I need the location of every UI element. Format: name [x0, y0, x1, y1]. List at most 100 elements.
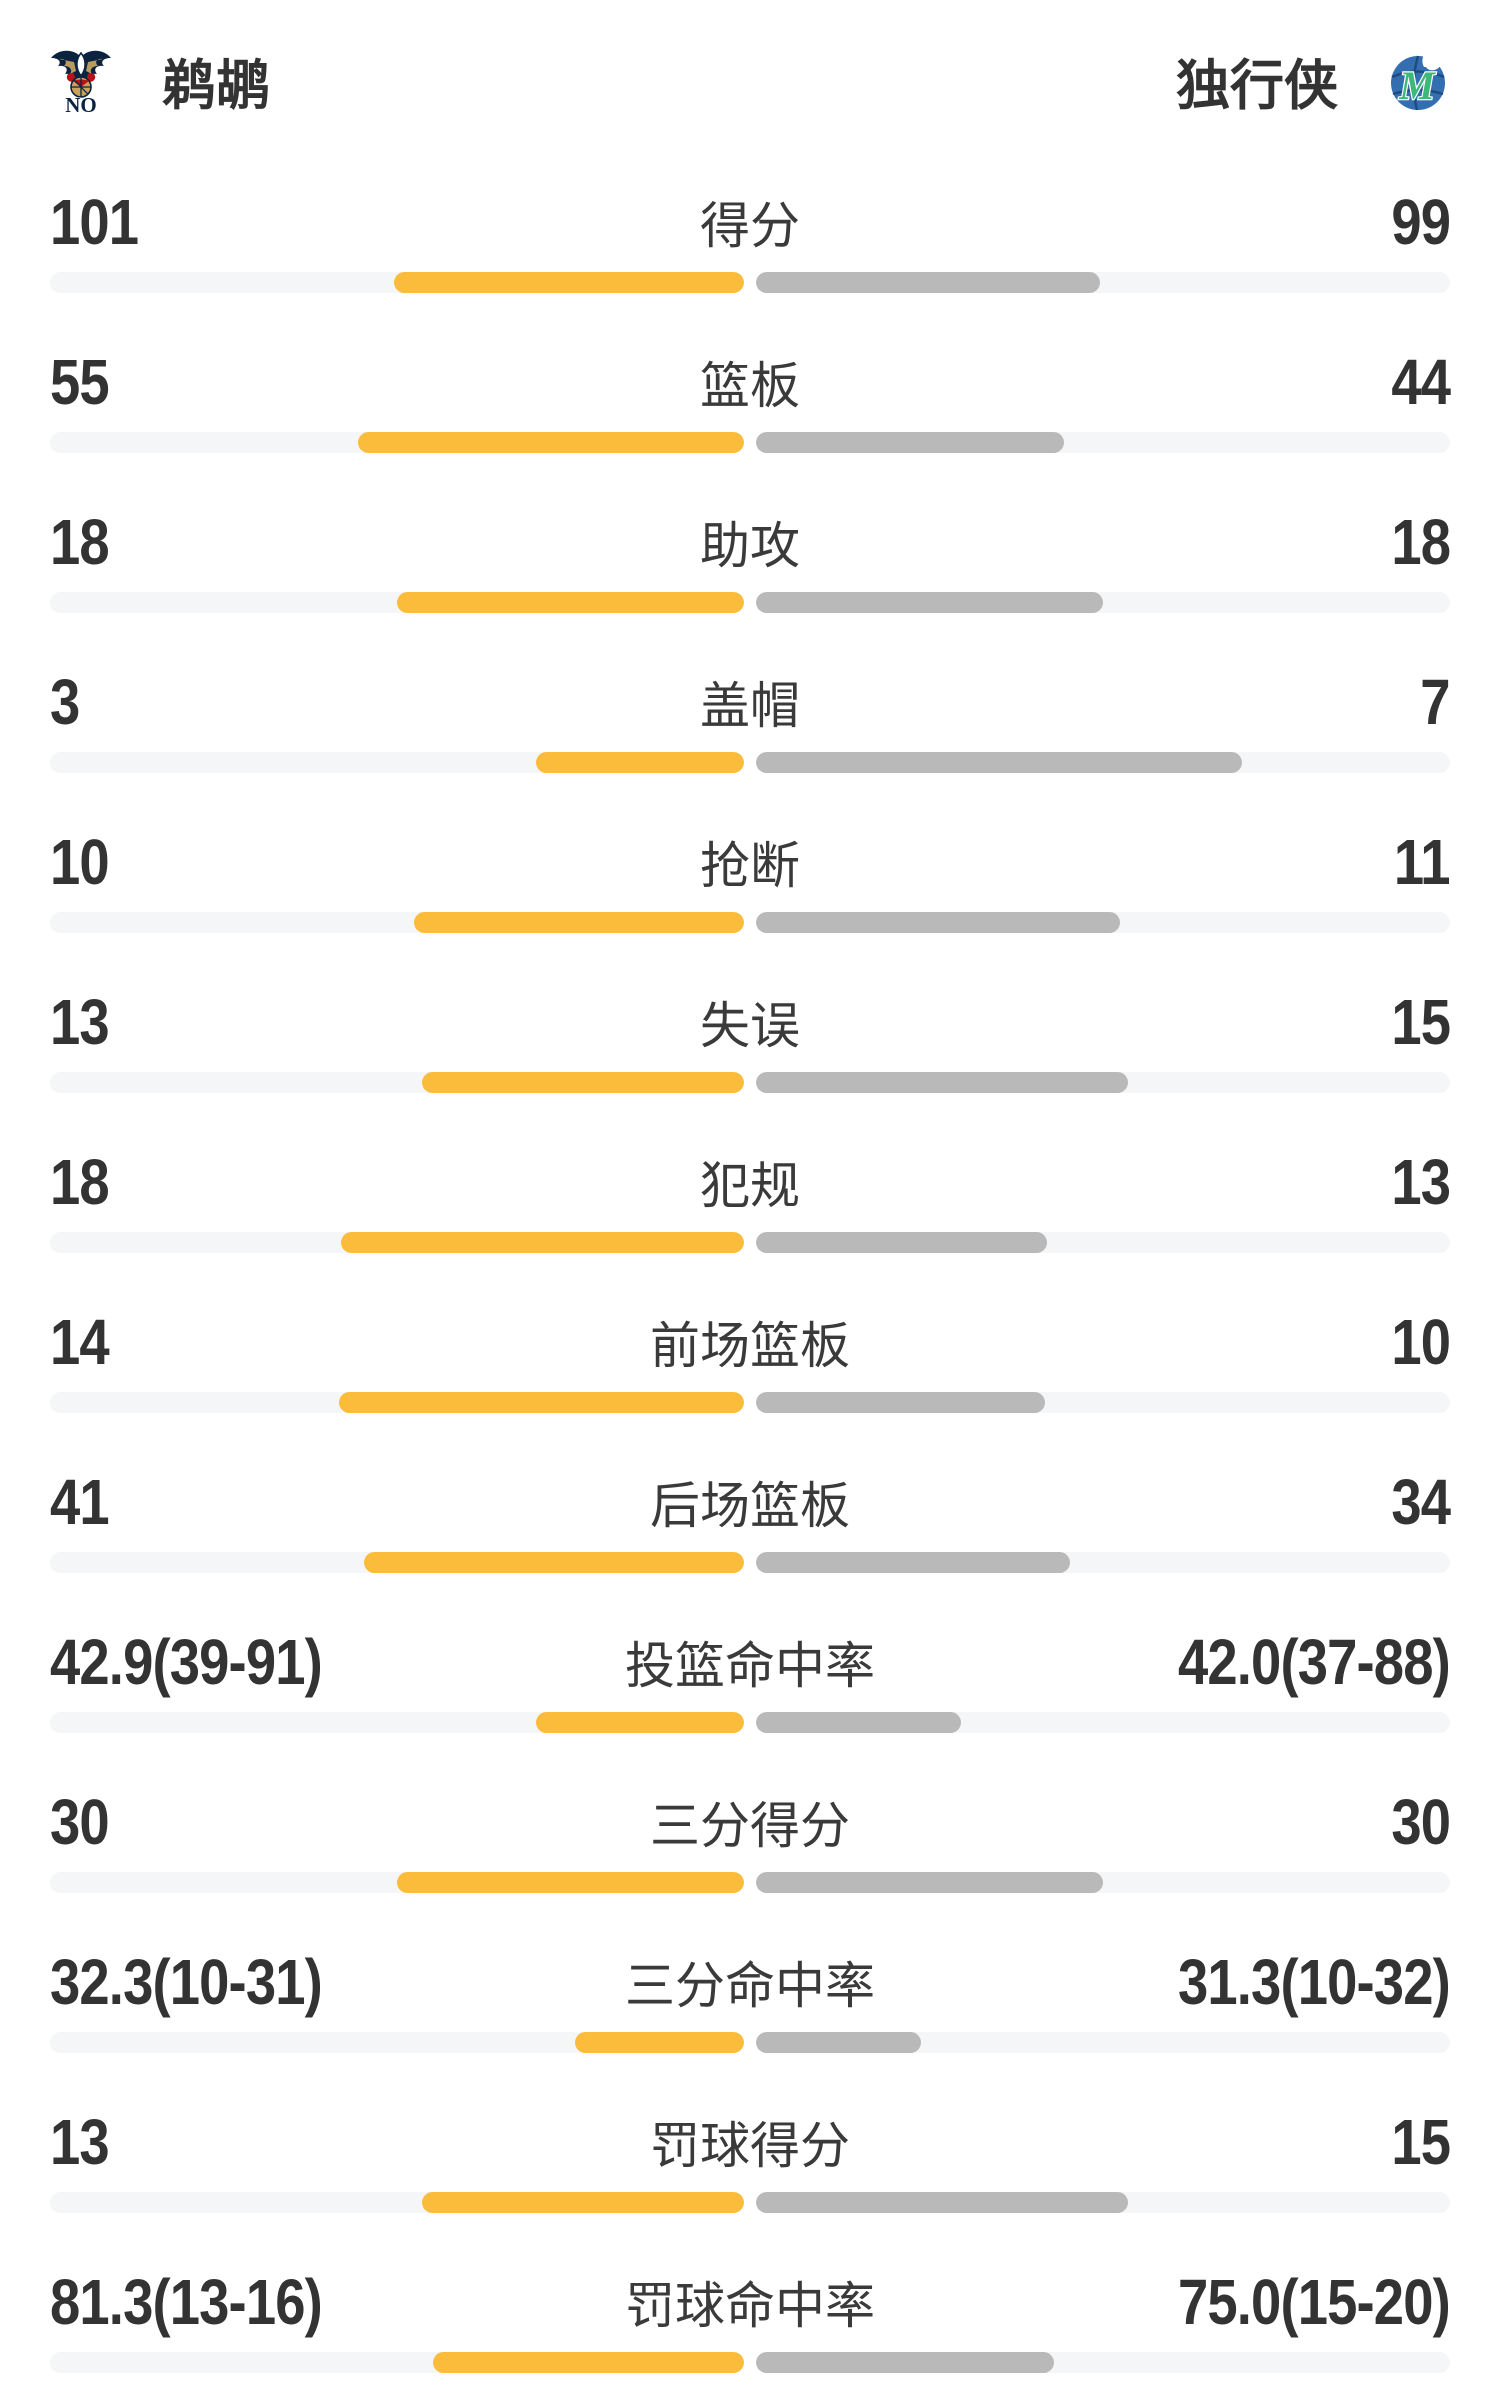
away-bar-track — [756, 1712, 1450, 1733]
stat-label: 罚球命中率 — [625, 2278, 875, 2334]
home-bar-fill — [535, 752, 744, 773]
away-value: 15 — [1391, 2106, 1451, 2178]
away-bar-track — [756, 912, 1450, 933]
stat-row: 18 助攻 18 — [0, 480, 1500, 640]
away-bar-fill — [756, 1552, 1071, 1573]
stat-bars — [0, 2352, 1500, 2373]
stat-label: 失误 — [700, 998, 800, 1054]
away-value: 13 — [1391, 1146, 1451, 1218]
home-value: 30 — [50, 1786, 110, 1858]
away-bar-track — [756, 272, 1450, 293]
stat-row-header: 10 抢断 11 — [0, 820, 1500, 904]
away-bar-track — [756, 1392, 1450, 1413]
stat-bars — [0, 1552, 1500, 1573]
stat-label: 抢断 — [700, 838, 800, 894]
stat-row: 101 得分 99 — [0, 160, 1500, 320]
home-bar-fill — [393, 272, 744, 293]
home-value: 10 — [50, 826, 110, 898]
away-bar-track — [756, 1232, 1450, 1253]
home-bar-track — [50, 1392, 744, 1413]
away-bar-fill — [756, 1392, 1046, 1413]
stat-bars — [0, 1712, 1500, 1733]
stat-row: 81.3(13-16) 罚球命中率 75.0(15-20) — [0, 2240, 1500, 2400]
stat-row: 13 罚球得分 15 — [0, 2080, 1500, 2240]
stat-label: 篮板 — [700, 358, 800, 414]
away-bar-track — [756, 432, 1450, 453]
away-bar-fill — [756, 1232, 1047, 1253]
away-value: 31.3(10-32) — [1178, 1946, 1451, 2018]
stat-row: 18 犯规 13 — [0, 1120, 1500, 1280]
stat-label: 投篮命中率 — [625, 1638, 875, 1694]
home-bar-fill — [397, 592, 744, 613]
stat-row-header: 3 盖帽 7 — [0, 660, 1500, 744]
stat-bars — [0, 272, 1500, 293]
away-bar-track — [756, 1552, 1450, 1573]
stat-row-header: 14 前场篮板 10 — [0, 1300, 1500, 1384]
stats-list: 101 得分 99 55 篮板 44 — [0, 160, 1500, 2400]
away-team: 独行侠 M — [1176, 41, 1454, 120]
away-value: 30 — [1391, 1786, 1451, 1858]
stat-row-header: 13 罚球得分 15 — [0, 2100, 1500, 2184]
stat-row: 10 抢断 11 — [0, 800, 1500, 960]
away-bar-fill — [756, 2032, 922, 2053]
home-bar-track — [50, 432, 744, 453]
home-bar-track — [50, 2032, 744, 2053]
pelicans-logo-icon: NO — [51, 50, 111, 115]
home-bar-fill — [535, 1712, 744, 1733]
stat-row-header: 41 后场篮板 34 — [0, 1460, 1500, 1544]
stat-row-header: 81.3(13-16) 罚球命中率 75.0(15-20) — [0, 2260, 1500, 2344]
home-bar-track — [50, 912, 744, 933]
stat-row: 42.9(39-91) 投篮命中率 42.0(37-88) — [0, 1600, 1500, 1760]
stat-bars — [0, 432, 1500, 453]
home-value: 3 — [50, 666, 80, 738]
stat-row: 30 三分得分 30 — [0, 1760, 1500, 1920]
stat-label: 前场篮板 — [650, 1318, 850, 1374]
home-value: 55 — [50, 346, 110, 418]
home-value: 41 — [50, 1466, 110, 1538]
home-bar-track — [50, 2352, 744, 2373]
stat-row: 14 前场篮板 10 — [0, 1280, 1500, 1440]
svg-text:M: M — [1398, 63, 1436, 108]
stat-row-header: 55 篮板 44 — [0, 340, 1500, 424]
home-bar-fill — [421, 2192, 744, 2213]
stat-row: 41 后场篮板 34 — [0, 1440, 1500, 1600]
stat-bars — [0, 592, 1500, 613]
stat-bars — [0, 912, 1500, 933]
home-bar-fill — [574, 2032, 744, 2053]
away-value: 7 — [1420, 666, 1451, 738]
away-bar-fill — [756, 1712, 962, 1733]
stat-bars — [0, 1232, 1500, 1253]
home-value: 81.3(13-16) — [50, 2266, 323, 2338]
stat-row-header: 42.9(39-91) 投篮命中率 42.0(37-88) — [0, 1620, 1500, 1704]
mavericks-logo-icon: M — [1391, 46, 1447, 111]
stat-label: 得分 — [700, 198, 800, 254]
away-bar-fill — [756, 2192, 1128, 2213]
scoreboard-header: NO 鹈鹕 独行侠 M — [0, 0, 1500, 160]
away-value: 11 — [1394, 826, 1451, 898]
stat-bars — [0, 752, 1500, 773]
away-bar-track — [756, 1872, 1450, 1893]
stat-row-header: 101 得分 99 — [0, 180, 1500, 264]
home-bar-fill — [433, 2352, 744, 2373]
stat-row-header: 30 三分得分 30 — [0, 1780, 1500, 1864]
home-bar-track — [50, 2192, 744, 2213]
home-bar-fill — [340, 1232, 744, 1253]
stat-label: 后场篮板 — [650, 1478, 850, 1534]
home-value: 13 — [50, 2106, 110, 2178]
away-bar-track — [756, 752, 1450, 773]
home-value: 18 — [50, 506, 110, 578]
home-bar-fill — [358, 432, 744, 453]
home-bar-track — [50, 1712, 744, 1733]
stat-row-header: 13 失误 15 — [0, 980, 1500, 1064]
home-bar-track — [50, 592, 744, 613]
away-bar-track — [756, 1072, 1450, 1093]
away-value: 42.0(37-88) — [1178, 1626, 1451, 1698]
home-bar-fill — [397, 1872, 744, 1893]
home-team-name: 鹈鹕 — [162, 55, 270, 116]
stat-bars — [0, 1872, 1500, 1893]
home-value: 101 — [50, 186, 139, 258]
home-team: NO 鹈鹕 — [46, 41, 270, 120]
stat-row: 13 失误 15 — [0, 960, 1500, 1120]
away-team-name: 独行侠 — [1176, 55, 1338, 116]
away-bar-fill — [756, 272, 1100, 293]
